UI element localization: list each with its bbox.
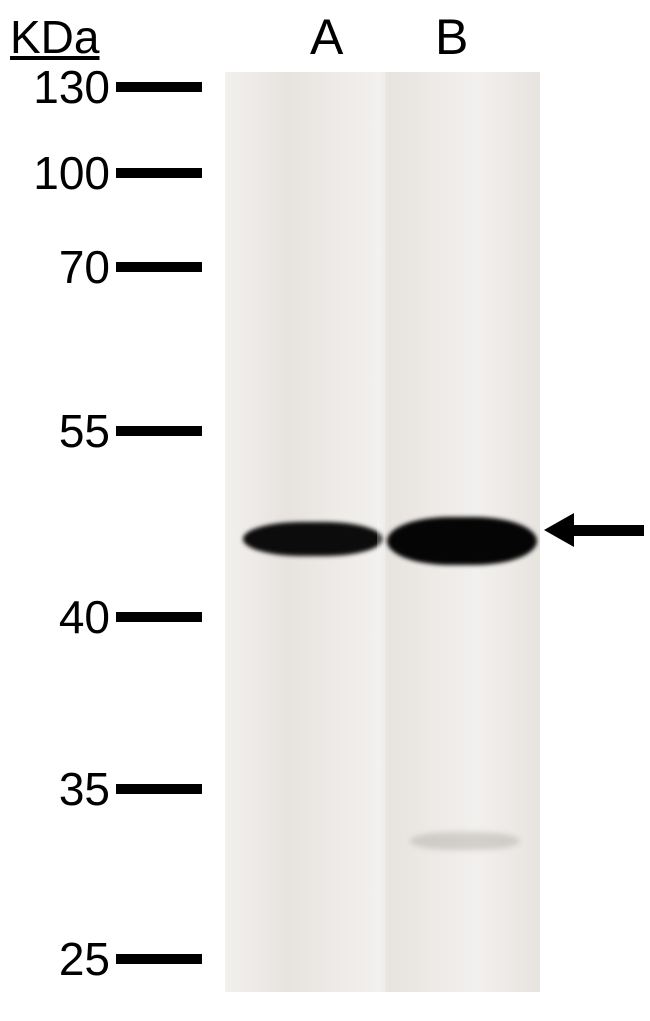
ladder-tick-25: 25 bbox=[0, 932, 202, 986]
ladder-tick-label: 130 bbox=[0, 60, 110, 114]
ladder-tick-line bbox=[116, 168, 202, 178]
ladder-tick-35: 35 bbox=[0, 762, 202, 816]
ladder-tick-40: 40 bbox=[0, 590, 202, 644]
arrow-line bbox=[574, 525, 644, 536]
band-B-1 bbox=[387, 517, 537, 565]
ladder-tick-line bbox=[116, 426, 202, 436]
lane-label-A: A bbox=[310, 8, 343, 66]
ladder-tick-label: 55 bbox=[0, 404, 110, 458]
lane-label-B: B bbox=[435, 8, 468, 66]
ladder-tick-130: 130 bbox=[0, 60, 202, 114]
western-blot-figure: KDa A B 130 100 70 55 40 35 25 bbox=[0, 0, 650, 1021]
gel-area bbox=[225, 72, 540, 992]
ladder-tick-label: 100 bbox=[0, 146, 110, 200]
ladder-tick-line bbox=[116, 262, 202, 272]
ladder-tick-label: 40 bbox=[0, 590, 110, 644]
band-A-0 bbox=[243, 522, 383, 556]
ladder-tick-line bbox=[116, 82, 202, 92]
ladder-tick-label: 25 bbox=[0, 932, 110, 986]
ladder-tick-line bbox=[116, 612, 202, 622]
ladder-tick-label: 70 bbox=[0, 240, 110, 294]
arrow-head-icon bbox=[544, 513, 574, 547]
band-B-2 bbox=[410, 832, 520, 850]
ladder-tick-55: 55 bbox=[0, 404, 202, 458]
ladder-tick-70: 70 bbox=[0, 240, 202, 294]
ladder-tick-line bbox=[116, 784, 202, 794]
ladder-tick-label: 35 bbox=[0, 762, 110, 816]
band-arrow-icon bbox=[544, 513, 644, 547]
axis-unit-label: KDa bbox=[10, 10, 99, 64]
ladder-tick-line bbox=[116, 954, 202, 964]
lane-divider bbox=[377, 72, 385, 992]
ladder-tick-100: 100 bbox=[0, 146, 202, 200]
